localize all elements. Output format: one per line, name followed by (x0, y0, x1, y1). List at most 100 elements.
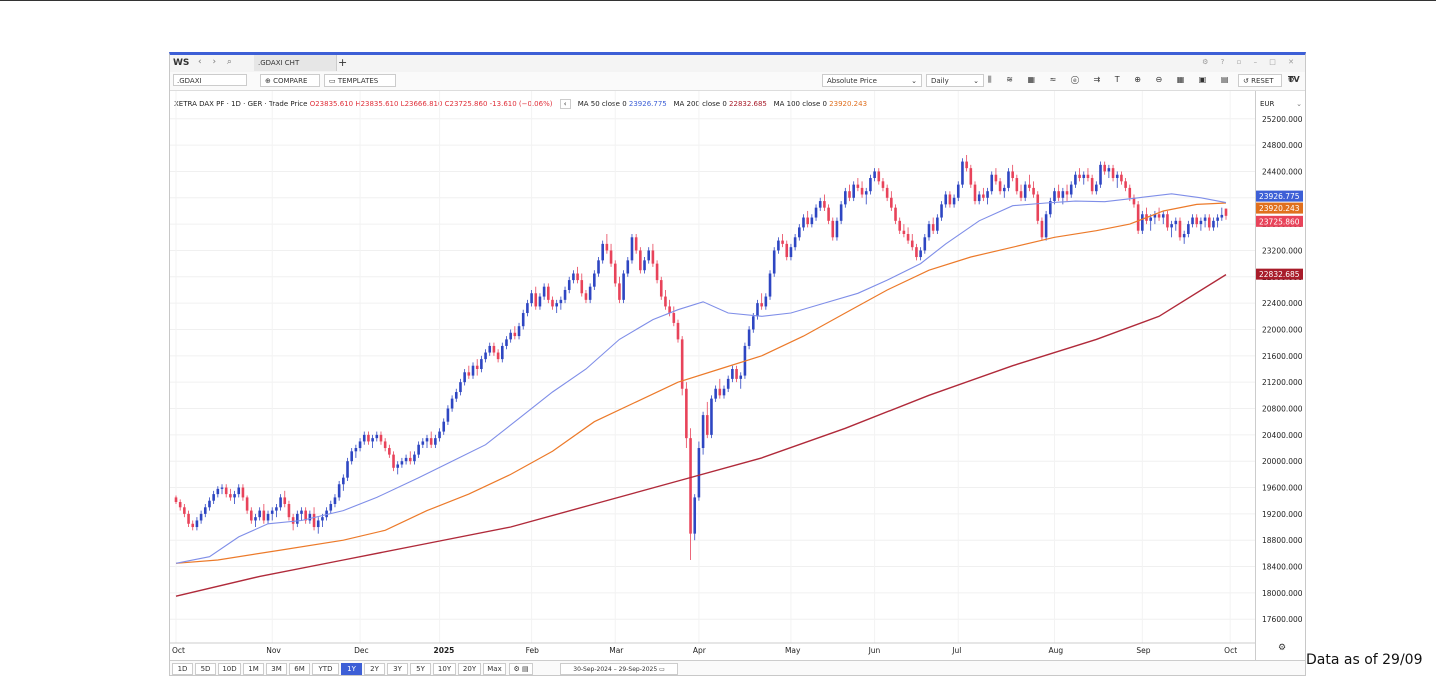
x-tick-label: Feb (526, 646, 540, 655)
candle-body (187, 513, 190, 524)
period-button-20y[interactable]: 20Y (458, 663, 481, 675)
candle-body (1212, 220, 1215, 228)
candle-body (969, 168, 973, 185)
candle-body (229, 494, 232, 498)
candle-body (994, 174, 998, 182)
candle-body (756, 303, 759, 317)
candle-body (973, 184, 977, 202)
period-button-10y[interactable]: 10Y (433, 663, 456, 675)
currency-label: EUR (1260, 100, 1275, 108)
candle-body (906, 234, 910, 241)
candle-body (789, 247, 793, 258)
candle-body (216, 488, 220, 495)
candle-body (362, 434, 366, 442)
date-range-picker[interactable]: 30-Sep-2024 – 29-Sep-2025 ▭ (560, 663, 678, 675)
period-button-1d[interactable]: 1D (172, 663, 193, 675)
ohlc-low: L23666.810 (400, 100, 443, 108)
candle-body (814, 207, 818, 218)
period-button-ytd[interactable]: YTD (312, 663, 339, 675)
candle-body (224, 487, 228, 495)
candle-body (513, 332, 517, 337)
candle-body (258, 510, 261, 518)
workspace-menu[interactable]: WS (173, 58, 190, 68)
candle-body (1061, 191, 1065, 198)
period-button-10d[interactable]: 10D (218, 663, 241, 675)
x-tick-label: Oct (1224, 646, 1237, 655)
candle-body (329, 504, 333, 511)
ohlc-open: O23835.610 (309, 100, 354, 108)
candle-body (940, 204, 943, 218)
candle-body (1191, 217, 1194, 225)
candle-body (956, 184, 960, 198)
ohlc-change: -13.610 (−0.06%) (489, 100, 553, 108)
candle-body (722, 388, 726, 396)
candle-body (404, 457, 408, 462)
candle-body (764, 296, 768, 307)
ma50-label: MA 50 close 0 (577, 100, 627, 108)
period-settings-icon[interactable]: ⚙ ▤ (509, 663, 533, 675)
candle-body (279, 497, 282, 508)
candle-body (731, 369, 734, 379)
ma50-value: 23926.775 (628, 100, 667, 108)
candle-body (747, 329, 751, 346)
x-tick-label: Nov (266, 646, 281, 655)
x-tick-label: Apr (693, 646, 707, 655)
templates-button[interactable]: ▭ TEMPLATES (324, 74, 396, 87)
candle-body (1036, 194, 1040, 221)
compare-button[interactable]: ⊕ COMPARE (260, 74, 320, 87)
period-button-3y[interactable]: 3Y (387, 663, 408, 675)
period-button-2y[interactable]: 2Y (364, 663, 385, 675)
window-controls[interactable]: ⚙ ? ▫ – □ ✕ (1202, 58, 1299, 66)
candle-body (517, 326, 521, 337)
candle-body (777, 240, 780, 251)
candle-body (1028, 184, 1031, 188)
x-tick-label: Jul (951, 646, 961, 655)
period-button-1m[interactable]: 1M (243, 663, 264, 675)
candle-body (802, 217, 805, 228)
chart-legend: XETRA DAX PF · 1D · GER · Trade Price O2… (174, 99, 867, 109)
period-button-1y[interactable]: 1Y (341, 663, 362, 675)
period-button-6m[interactable]: 6M (289, 663, 310, 675)
candle-body (601, 243, 604, 261)
gear-icon[interactable]: ⚙ (1278, 643, 1287, 653)
y-tick-label: 20400.000 (1262, 431, 1303, 440)
candle-body (948, 194, 952, 205)
candle-body (521, 313, 525, 327)
candle-body (982, 194, 985, 198)
candle-body (438, 431, 441, 439)
add-tab-button[interactable]: + (338, 56, 348, 69)
candle-body (818, 201, 822, 208)
candle-body (492, 345, 496, 353)
symbol-input[interactable]: .GDAXI (173, 74, 247, 86)
y-tick-label: 23200.000 (1262, 246, 1303, 255)
candle-body (446, 408, 450, 422)
data-as-of-note: Data as of 29/09 (1306, 652, 1423, 668)
candle-body (1132, 197, 1136, 205)
tab-gdaxi-cht[interactable]: .GDAXI CHT (254, 55, 337, 71)
reset-button[interactable]: ↺ RESET (1238, 74, 1282, 87)
x-tick-label: Aug (1048, 646, 1063, 655)
candle-body (1182, 234, 1186, 238)
candle-body (927, 224, 931, 238)
period-button-max[interactable]: Max (483, 663, 506, 675)
collapse-legend-button[interactable]: ‹ (559, 99, 571, 109)
candle-body (203, 507, 207, 514)
candle-body (421, 441, 425, 445)
currency-select[interactable]: EUR ⌄ (1260, 98, 1302, 110)
candlestick-chart[interactable]: 17600.000 18000.000 18400.000 18800.000 1920… (170, 91, 1305, 661)
candle-body (1220, 214, 1224, 218)
candle-body (864, 191, 868, 195)
candle-body (580, 280, 584, 294)
candle-body (701, 415, 705, 449)
candle-body (806, 217, 809, 225)
nav-arrows[interactable]: ‹ › ⌕ (198, 57, 236, 67)
chart-tool-icons[interactable]: ⫼ ≋ ▦ ≈ ⓔ ⇉ T ⊕ ⊖ ▦ ▣ ▤ ▥ ⋮ ⚙ (988, 75, 1301, 84)
period-button-5d[interactable]: 5D (195, 663, 216, 675)
period-button-3m[interactable]: 3M (266, 663, 287, 675)
period-button-5y[interactable]: 5Y (410, 663, 431, 675)
interval-select[interactable]: Daily ⌄ (926, 74, 984, 87)
candle-body (651, 250, 655, 264)
candle-body (233, 494, 236, 498)
candle-body (630, 237, 634, 261)
price-type-select[interactable]: Absolute Price ⌄ (822, 74, 922, 87)
